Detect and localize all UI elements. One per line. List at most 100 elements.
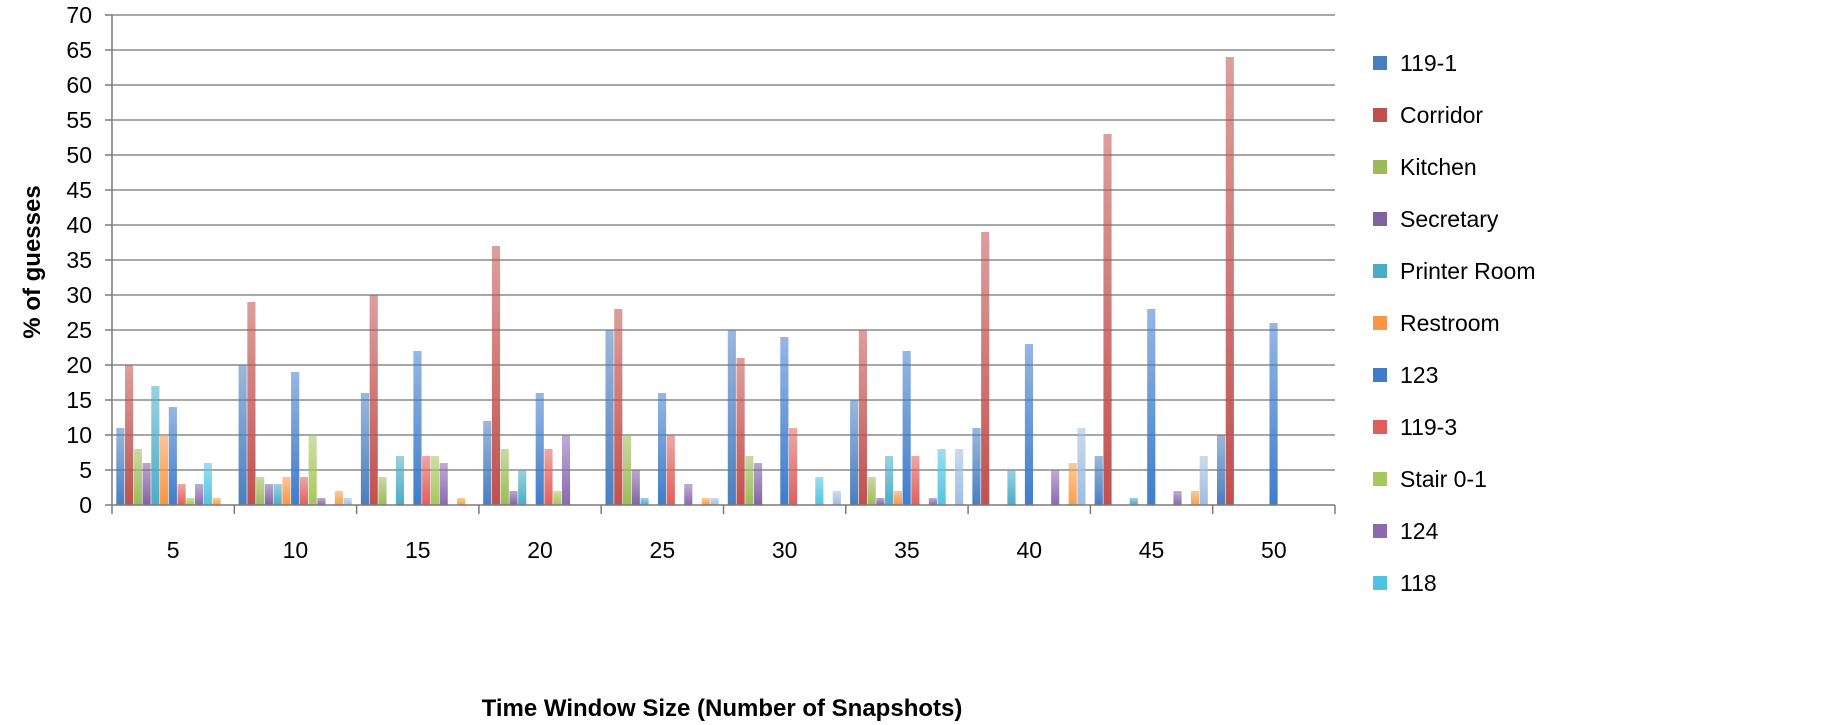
bar (622, 435, 632, 505)
bar (893, 491, 902, 505)
y-tick-label: 30 (66, 282, 92, 308)
bar (1173, 491, 1182, 505)
legend-swatch (1373, 472, 1387, 486)
y-tick-label: 60 (66, 72, 92, 98)
x-tick-labels: 5 10 15 20 25 30 35 40 45 50 (167, 537, 1287, 563)
legend-label: 119-3 (1400, 414, 1457, 440)
bar (1024, 344, 1034, 505)
y-tick-label: 65 (66, 37, 92, 63)
bar (195, 484, 204, 505)
x-tick-label: 50 (1261, 537, 1287, 563)
legend-swatch (1373, 56, 1387, 70)
bar (369, 295, 378, 505)
legend-label: Printer Room (1400, 258, 1535, 284)
legend-label: Stair 0-1 (1400, 466, 1487, 492)
bar (160, 435, 169, 505)
bar (1225, 57, 1234, 505)
bar (151, 386, 160, 505)
bar (247, 302, 256, 505)
y-tick-label: 10 (66, 422, 92, 448)
bar (264, 484, 273, 505)
bar (902, 351, 911, 505)
bar (640, 498, 649, 505)
bar (491, 246, 501, 505)
x-tick-label: 5 (167, 537, 180, 563)
bar (1068, 463, 1077, 505)
legend-swatch (1373, 264, 1387, 278)
bar (701, 498, 710, 505)
bar (125, 365, 134, 505)
legend: 119-1 Corridor Kitchen Secretary Printer Roo… (1373, 50, 1535, 596)
x-tick-label: 15 (405, 537, 431, 563)
bar (911, 456, 920, 505)
bar (142, 463, 151, 505)
legend-label: 124 (1400, 518, 1439, 544)
bar (666, 435, 675, 505)
y-tick-label: 0 (79, 492, 92, 518)
bar (282, 477, 291, 505)
y-tick-label: 40 (66, 212, 92, 238)
bar (256, 477, 265, 505)
bar (509, 491, 518, 505)
bar (413, 351, 422, 505)
bar (684, 484, 693, 505)
bar (343, 498, 352, 505)
bar (885, 456, 894, 505)
bar (378, 477, 387, 505)
bar (1077, 428, 1086, 505)
y-tick-label: 50 (66, 142, 92, 168)
legend-swatch (1373, 576, 1387, 590)
legend-swatch (1373, 420, 1387, 434)
x-tick-label: 20 (527, 537, 553, 563)
bar (858, 330, 867, 505)
bar (334, 491, 343, 505)
y-tick-label: 35 (66, 247, 92, 273)
legend-swatch (1373, 368, 1387, 382)
bar (422, 456, 431, 505)
x-tick-label: 40 (1016, 537, 1042, 563)
legend-label: Kitchen (1400, 154, 1477, 180)
y-tick-label: 25 (66, 317, 92, 343)
bar (430, 456, 440, 505)
y-tick-label: 5 (79, 457, 92, 483)
bar (745, 456, 754, 505)
bar (518, 470, 527, 505)
x-tick-label: 10 (283, 537, 309, 563)
gridlines (112, 14, 1335, 471)
bar (299, 477, 308, 505)
bar (168, 407, 177, 505)
bar (186, 498, 195, 505)
bar (815, 477, 824, 505)
bar (657, 393, 667, 505)
legend-swatch (1373, 108, 1387, 122)
bars (116, 57, 1278, 505)
x-tick-label: 30 (772, 537, 798, 563)
legend-swatch (1373, 316, 1387, 330)
bar (1094, 456, 1103, 505)
bar (867, 477, 876, 505)
bar (238, 365, 247, 505)
bar (395, 456, 405, 505)
bar (553, 491, 562, 505)
bar (981, 232, 990, 505)
bar (789, 428, 798, 505)
bar (177, 484, 186, 505)
bar (1007, 470, 1016, 505)
legend-label: Restroom (1400, 310, 1500, 336)
bar (972, 428, 981, 505)
bar (457, 498, 466, 505)
bar (1147, 309, 1156, 505)
y-tick-label: 15 (66, 387, 92, 413)
bar (561, 435, 571, 505)
bar (317, 498, 326, 505)
y-tick-label: 20 (66, 352, 92, 378)
legend-swatch (1373, 160, 1387, 174)
y-tick-label: 70 (66, 2, 92, 28)
bar (308, 435, 317, 505)
bar (273, 484, 282, 505)
bar (727, 330, 736, 505)
legend-label: 118 (1400, 570, 1437, 596)
bar (614, 309, 623, 505)
